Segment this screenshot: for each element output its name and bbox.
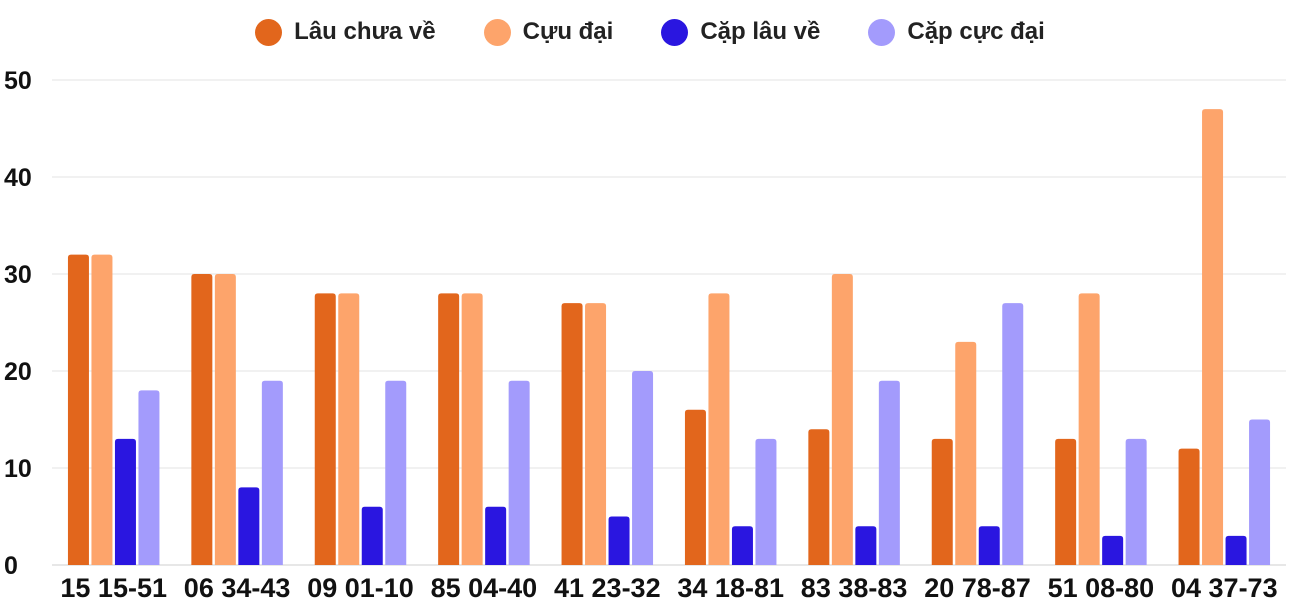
bar-cặp-lâu-về-6 [855, 526, 877, 565]
bar-cặp-lâu-về-7 [978, 526, 1000, 565]
bar-cặp-lâu-về-2 [361, 506, 383, 565]
legend-swatch-cap-lau-ve [661, 18, 689, 46]
bar-cựu-đại-3 [461, 293, 483, 565]
bar-cặp-lâu-về-1 [238, 487, 260, 565]
bar-cựu-đại-2 [338, 293, 360, 565]
chart-legend: Lâu chưa về Cựu đại Cặp lâu về Cặp cực đ… [0, 12, 1300, 52]
bar-lâu-chưa-về-7 [931, 438, 953, 565]
bar-lâu-chưa-về-9 [1178, 448, 1200, 565]
bar-cặp-lâu-về-9 [1225, 535, 1247, 565]
x-category-label: 85 04-40 [431, 573, 538, 600]
x-category-label: 51 08-80 [1048, 573, 1155, 600]
legend-swatch-cap-cuc-dai [868, 18, 896, 46]
bar-cặp-lâu-về-4 [608, 516, 630, 565]
bar-lâu-chưa-về-3 [438, 293, 460, 565]
bar-cặp-lâu-về-5 [731, 526, 753, 565]
bar-cặp-lâu-về-3 [485, 506, 507, 565]
bar-cặp-lâu-về-0 [114, 438, 136, 565]
bar-cặp-cực-đại-4 [632, 371, 654, 565]
bar-cặp-cực-đại-8 [1125, 438, 1147, 565]
bar-lâu-chưa-về-1 [191, 274, 213, 565]
bar-cựu-đại-1 [214, 274, 236, 565]
bar-cặp-cực-đại-6 [878, 380, 900, 565]
bar-cựu-đại-6 [831, 274, 853, 565]
bar-lâu-chưa-về-5 [684, 409, 706, 565]
x-category-label: 09 01-10 [307, 573, 414, 600]
legend-item-lau-chua-ve: Lâu chưa về [255, 18, 436, 46]
bar-lâu-chưa-về-4 [561, 303, 583, 565]
bar-cặp-cực-đại-1 [261, 380, 283, 565]
legend-label-cap-lau-ve: Cặp lâu về [700, 18, 821, 45]
y-tick-label: 20 [4, 358, 32, 386]
bar-cặp-cực-đại-7 [1002, 303, 1024, 565]
bar-cặp-cực-đại-0 [138, 390, 160, 565]
x-category-label: 15 15-51 [60, 573, 167, 600]
bar-lâu-chưa-về-0 [67, 254, 89, 565]
bar-cựu-đại-9 [1202, 109, 1224, 565]
bar-lâu-chưa-về-2 [314, 293, 336, 565]
bar-cựu-đại-4 [585, 303, 607, 565]
legend-swatch-lau-chua-ve [255, 18, 283, 46]
bar-cặp-cực-đại-9 [1249, 419, 1271, 565]
bar-cặp-cực-đại-2 [385, 380, 407, 565]
x-category-label: 04 37-73 [1171, 573, 1278, 600]
bar-cặp-cực-đại-5 [755, 438, 777, 565]
y-tick-label: 50 [4, 67, 32, 95]
legend-item-cap-lau-ve: Cặp lâu về [661, 18, 820, 46]
x-axis-labels: 15 15-51 06 34-43 09 01-10 85 04-40 41 23-32… [60, 573, 1277, 600]
legend-item-cap-cuc-dai: Cặp cực đại [868, 18, 1045, 46]
y-tick-label: 10 [4, 455, 32, 483]
x-category-label: 83 38-83 [801, 573, 908, 600]
x-category-label: 41 23-32 [554, 573, 661, 600]
legend-swatch-cuu-dai [483, 18, 511, 46]
grid-lines [52, 79, 1286, 566]
x-category-label: 20 78-87 [924, 573, 1031, 600]
y-axis-ticks: 0 10 20 30 40 50 [4, 67, 32, 580]
y-tick-label: 30 [4, 261, 32, 289]
bar-cặp-cực-đại-3 [508, 380, 530, 565]
bar-cựu-đại-0 [91, 254, 113, 565]
bar-cặp-lâu-về-8 [1102, 535, 1124, 565]
bar-series [67, 109, 1271, 565]
bar-cựu-đại-5 [708, 293, 730, 565]
legend-label-lau-chua-ve: Lâu chưa về [294, 18, 436, 45]
legend-label-cuu-dai: Cựu đại [522, 18, 614, 45]
x-category-label: 06 34-43 [184, 573, 291, 600]
bar-lâu-chưa-về-6 [808, 429, 830, 565]
bar-cựu-đại-7 [955, 341, 977, 565]
bar-cựu-đại-8 [1078, 293, 1100, 565]
x-category-label: 34 18-81 [677, 573, 784, 600]
y-tick-label: 0 [4, 552, 18, 580]
legend-item-cuu-dai: Cựu đại [483, 18, 614, 46]
bar-lâu-chưa-về-8 [1055, 438, 1077, 565]
y-tick-label: 40 [4, 164, 32, 192]
legend-label-cap-cuc-dai: Cặp cực đại [907, 18, 1045, 45]
